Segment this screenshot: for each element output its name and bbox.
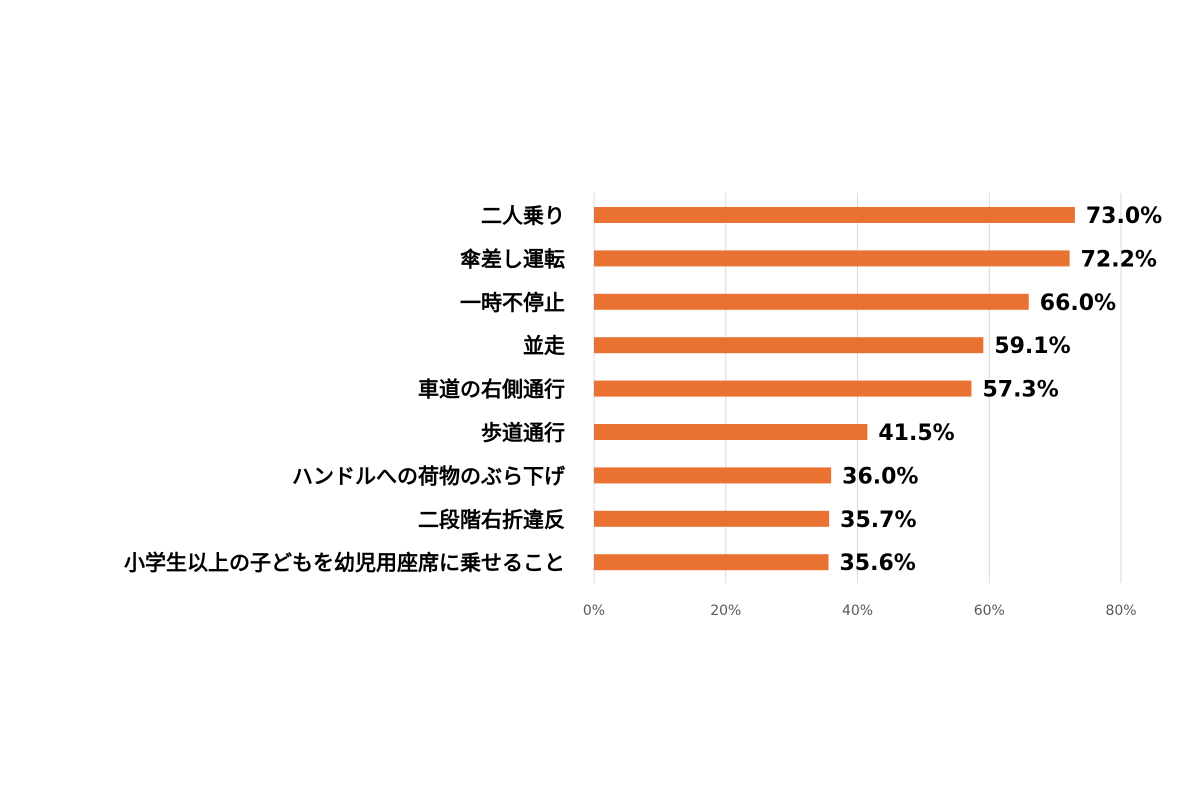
data-label: 35.6%: [840, 551, 916, 576]
bar: [594, 510, 830, 527]
x-axis-ticks: 0% 20% 40% 60% 80%: [583, 603, 1137, 619]
category-label: 傘差し運転: [460, 247, 565, 271]
data-label: 41.5%: [878, 421, 954, 446]
category-label: 一時不停止: [460, 291, 565, 315]
x-tick-label: 20%: [710, 603, 741, 619]
x-tick-label: 80%: [1105, 603, 1136, 619]
bar: [594, 337, 984, 354]
bar: [594, 554, 829, 571]
data-label: 59.1%: [994, 334, 1070, 359]
bar: [594, 380, 972, 397]
data-label: 36.0%: [842, 464, 918, 489]
value-labels: 73.0% 72.2% 66.0% 59.1% 57.3% 41.5% 36.0% 35.7%…: [840, 204, 1163, 576]
bars: [594, 207, 1075, 571]
data-label: 35.7%: [840, 508, 916, 533]
x-tick-label: 40%: [842, 603, 873, 619]
data-label: 57.3%: [982, 378, 1058, 403]
category-label: 二人乗り: [481, 204, 565, 228]
bar: [594, 293, 1029, 310]
bar: [594, 207, 1075, 223]
category-labels: 二人乗り傘差し運転一時不停止並走車道の右側通行歩道通行ハンドルへの荷物のぶら下げ…: [124, 204, 566, 575]
bar: [594, 250, 1070, 267]
category-label: 二段階右折違反: [418, 508, 565, 532]
bar: [594, 424, 868, 440]
category-label: 歩道通行: [481, 421, 565, 445]
data-label: 66.0%: [1040, 291, 1116, 316]
category-label: 小学生以上の子どもを幼児用座席に乗せること: [124, 551, 565, 575]
data-label: 73.0%: [1086, 204, 1162, 229]
category-label: ハンドルへの荷物のぶら下げ: [292, 464, 566, 488]
category-label: 並走: [523, 334, 565, 358]
data-label: 72.2%: [1081, 247, 1157, 272]
category-label: 車道の右側通行: [418, 378, 565, 402]
x-tick-label: 60%: [974, 603, 1005, 619]
x-tick-label: 0%: [583, 603, 605, 619]
bar: [594, 467, 832, 484]
